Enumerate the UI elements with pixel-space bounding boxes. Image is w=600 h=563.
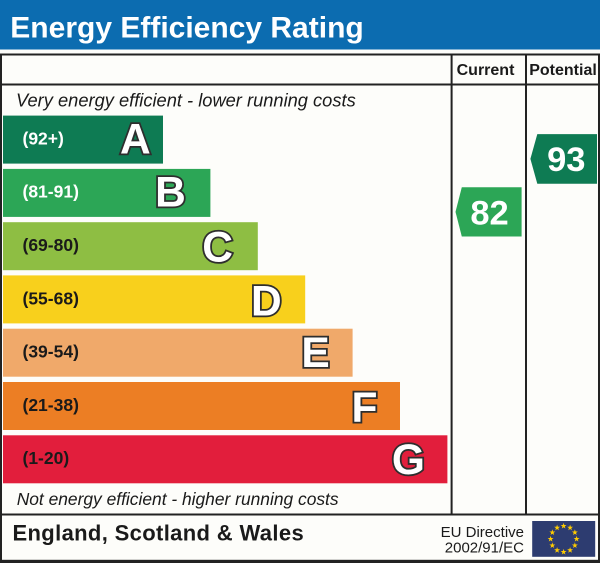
svg-text:England, Scotland & Wales: England, Scotland & Wales <box>13 521 305 546</box>
svg-text:93: 93 <box>547 141 585 179</box>
svg-text:F: F <box>352 385 378 432</box>
svg-text:Potential: Potential <box>529 62 597 79</box>
svg-text:E: E <box>301 330 329 377</box>
svg-text:(69-80): (69-80) <box>23 235 79 255</box>
svg-text:(81-91): (81-91) <box>23 182 79 202</box>
svg-text:C: C <box>202 224 233 271</box>
svg-text:Very energy efficient - lower: Very energy efficient - lower running co… <box>16 90 356 111</box>
svg-text:EU Directive: EU Directive <box>441 524 524 541</box>
svg-text:Current: Current <box>457 62 515 79</box>
svg-text:Not energy efficient - higher: Not energy efficient - higher running co… <box>17 489 339 509</box>
svg-text:(55-68): (55-68) <box>23 288 79 308</box>
svg-text:Energy Efficiency Rating: Energy Efficiency Rating <box>10 11 363 44</box>
svg-text:(39-54): (39-54) <box>23 342 79 362</box>
svg-text:(21-38): (21-38) <box>23 395 79 415</box>
svg-text:A: A <box>120 117 151 164</box>
svg-text:B: B <box>155 169 186 216</box>
svg-text:(1-20): (1-20) <box>23 448 70 468</box>
svg-text:G: G <box>392 437 425 484</box>
svg-text:(92+): (92+) <box>23 128 64 148</box>
svg-text:82: 82 <box>470 195 508 233</box>
svg-text:D: D <box>251 278 282 325</box>
svg-text:2002/91/EC: 2002/91/EC <box>445 539 524 556</box>
